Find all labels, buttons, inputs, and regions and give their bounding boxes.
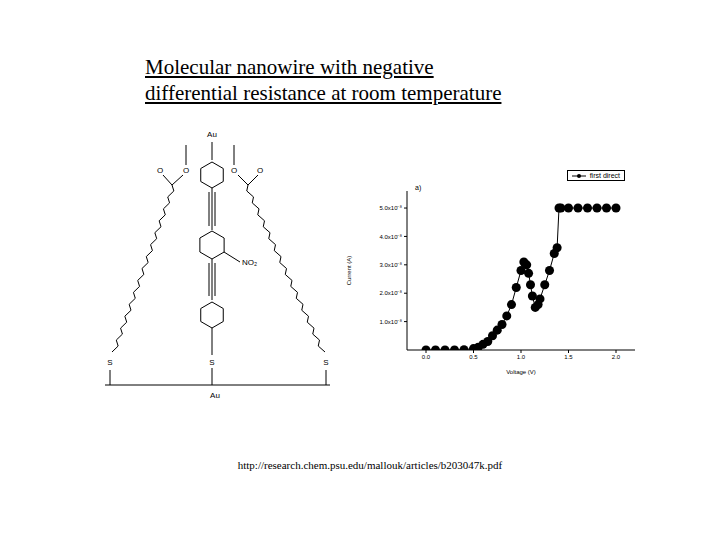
svg-text:3.0x10⁻⁸: 3.0x10⁻⁸ (379, 262, 402, 268)
html-text:a): a) (415, 184, 422, 191)
html-text:first direct: first direct (589, 172, 620, 179)
html-text:http://research.chem.psu.edu/m: http://research.chem.psu.edu/mallouk/art… (237, 459, 503, 471)
svg-text:1.0x10⁻⁸: 1.0x10⁻⁸ (379, 319, 402, 325)
svg-text:5.0x10⁻⁸: 5.0x10⁻⁸ (379, 205, 402, 211)
svg-text:O: O (257, 166, 263, 175)
svg-text:NO₂: NO₂ (242, 258, 257, 267)
svg-text:Au: Au (210, 391, 220, 400)
svg-text:O: O (231, 166, 237, 175)
svg-text:4.0x10⁻⁸: 4.0x10⁻⁸ (379, 234, 402, 240)
svg-text:S: S (323, 358, 328, 367)
svg-text:1.5: 1.5 (564, 354, 573, 360)
svg-text:Voltage (V): Voltage (V) (506, 369, 536, 375)
svg-text:Au: Au (207, 130, 217, 139)
svg-text:0.5: 0.5 (469, 354, 478, 360)
html-text:differential resistance at roo: differential resistance at room temperat… (145, 81, 502, 105)
svg-text:O: O (157, 166, 163, 175)
svg-text:S: S (209, 358, 214, 367)
svg-text:2.0x10⁻⁸: 2.0x10⁻⁸ (379, 290, 402, 296)
svg-text:S: S (107, 358, 112, 367)
svg-text:0.0: 0.0 (422, 354, 431, 360)
svg-text:O: O (183, 166, 189, 175)
svg-text:2.0: 2.0 (612, 354, 621, 360)
svg-text:Current (A): Current (A) (346, 256, 352, 286)
html-text:Molecular nanowire with negati: Molecular nanowire with negative (145, 55, 434, 79)
svg-text:1.0: 1.0 (517, 354, 526, 360)
